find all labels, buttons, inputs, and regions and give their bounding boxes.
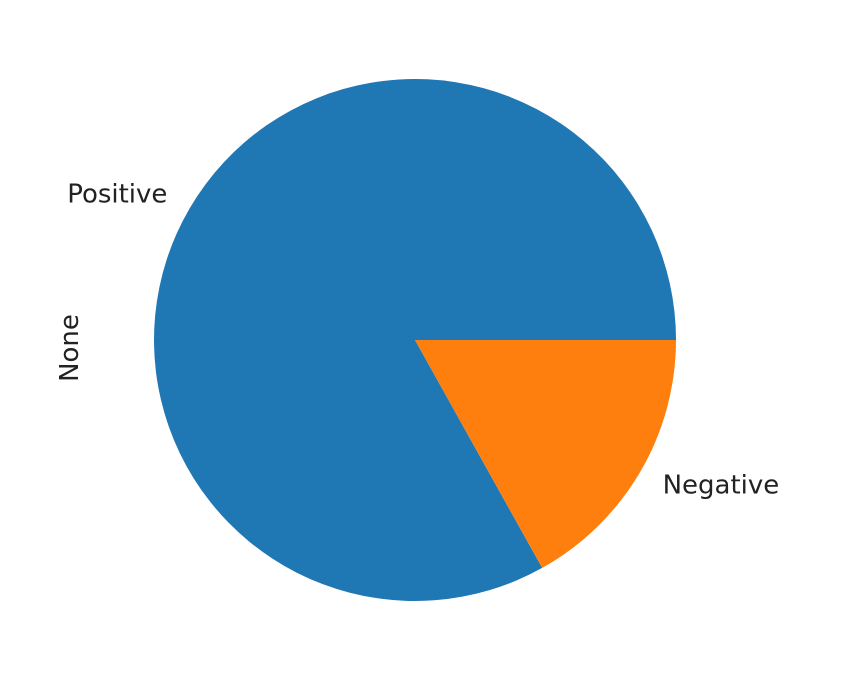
pie-slices	[154, 79, 676, 601]
pie-label-negative: Negative	[663, 470, 780, 500]
pie-label-positive: Positive	[67, 180, 167, 210]
y-axis-label: None	[55, 314, 85, 382]
pie-labels: Positive Negative	[67, 180, 779, 501]
pie-slice-positive	[154, 79, 676, 601]
pie-slice-negative	[415, 340, 676, 568]
